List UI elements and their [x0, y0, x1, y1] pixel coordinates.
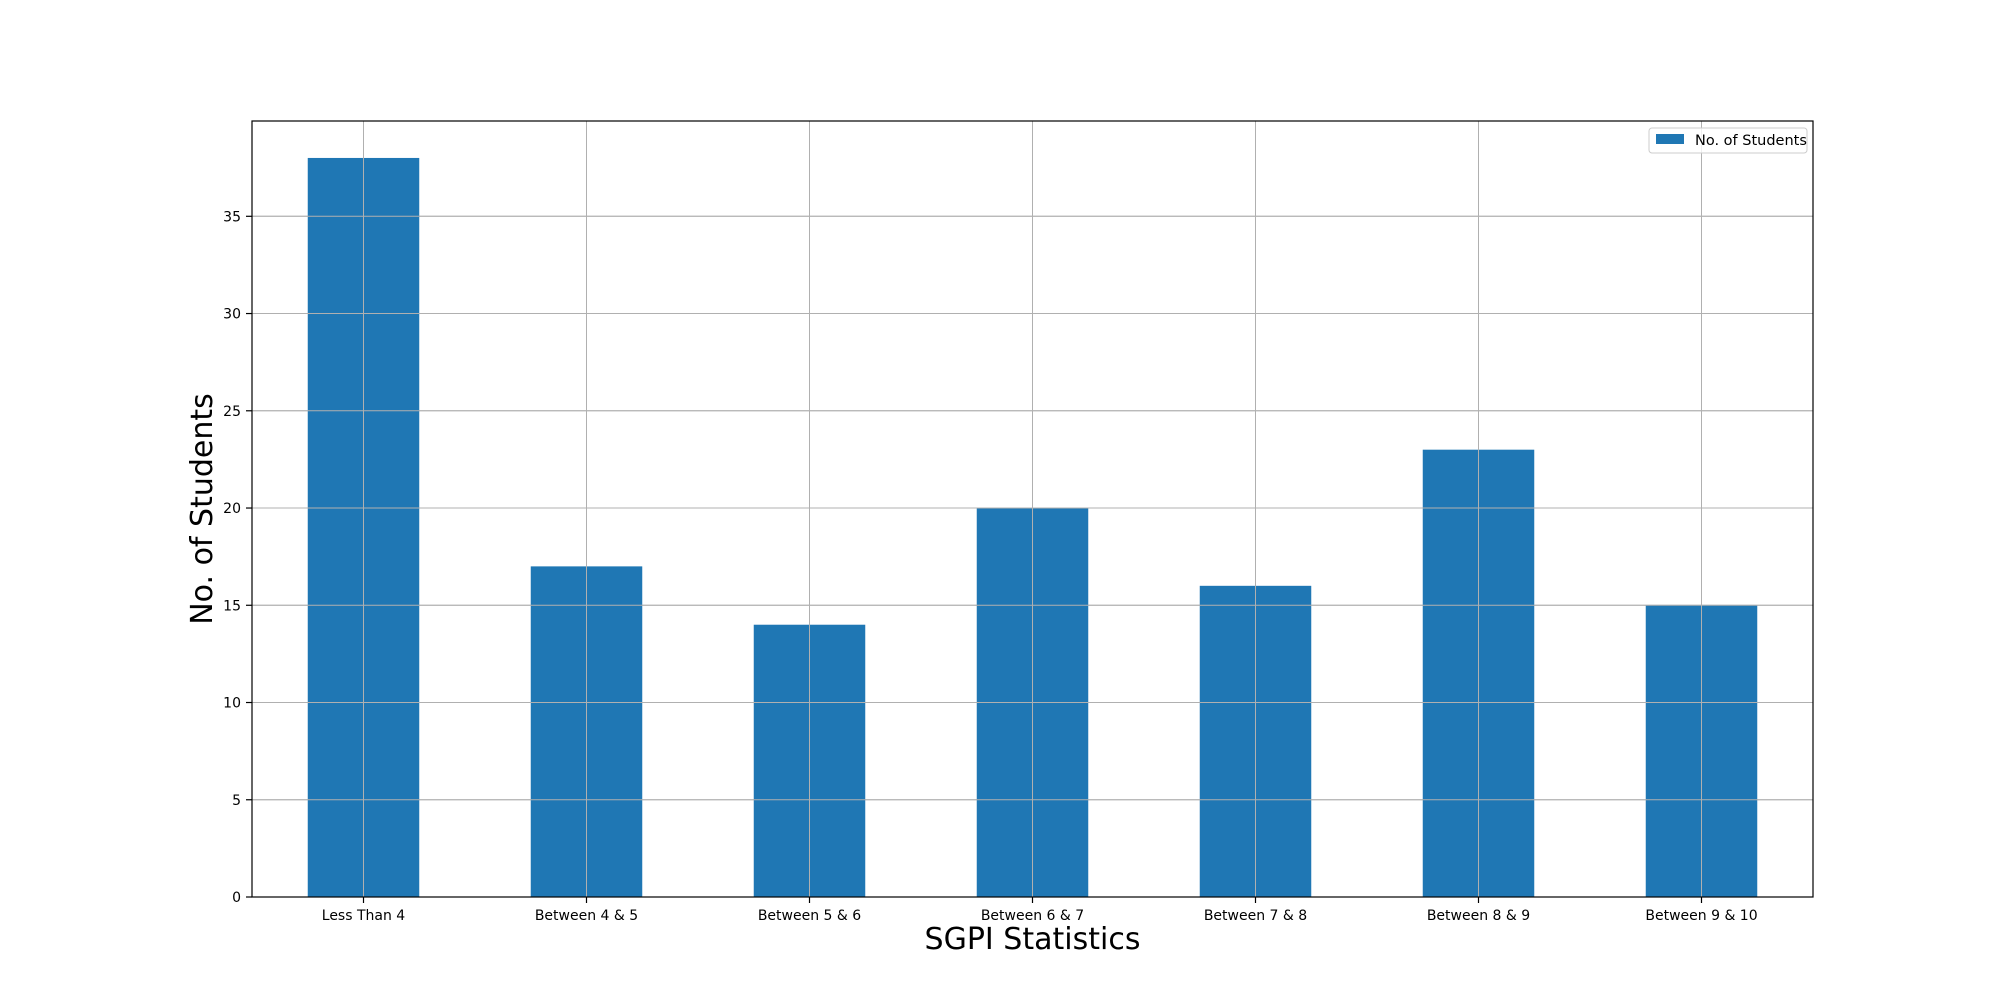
x-tick-label: Between 4 & 5: [535, 908, 638, 924]
x-axis-title: SGPI Statistics: [925, 922, 1141, 957]
y-tick-label: 0: [232, 890, 241, 906]
legend-label: No. of Students: [1695, 133, 1807, 149]
vertical-grid-layer: [252, 121, 1813, 897]
x-tick-label: Between 6 & 7: [981, 908, 1084, 924]
y-tick-label: 25: [223, 404, 241, 420]
x-axis-ticks: Less Than 4 Between 4 & 5 Between 5 & 6 Bet…: [322, 897, 1758, 924]
x-tick-label: Between 7 & 8: [1204, 908, 1307, 924]
y-tick-label: 30: [223, 307, 241, 323]
y-axis-title: No. of Students: [185, 393, 220, 625]
legend-swatch: [1656, 134, 1684, 144]
x-tick-label: Between 9 & 10: [1645, 908, 1757, 924]
y-tick-label: 15: [223, 598, 241, 614]
y-tick-label: 5: [232, 793, 241, 809]
x-tick-label: Less Than 4: [322, 908, 406, 924]
y-tick-label: 10: [223, 696, 241, 712]
legend: No. of Students: [1648, 127, 1808, 154]
y-axis-ticks: 0 5 10 15 20 25 30 35: [223, 209, 252, 906]
x-tick-label: Between 8 & 9: [1427, 908, 1530, 924]
x-tick-label: Between 5 & 6: [758, 908, 861, 924]
y-tick-label: 20: [223, 501, 241, 517]
y-tick-label: 35: [223, 209, 241, 225]
legend-box: [1648, 127, 1808, 154]
